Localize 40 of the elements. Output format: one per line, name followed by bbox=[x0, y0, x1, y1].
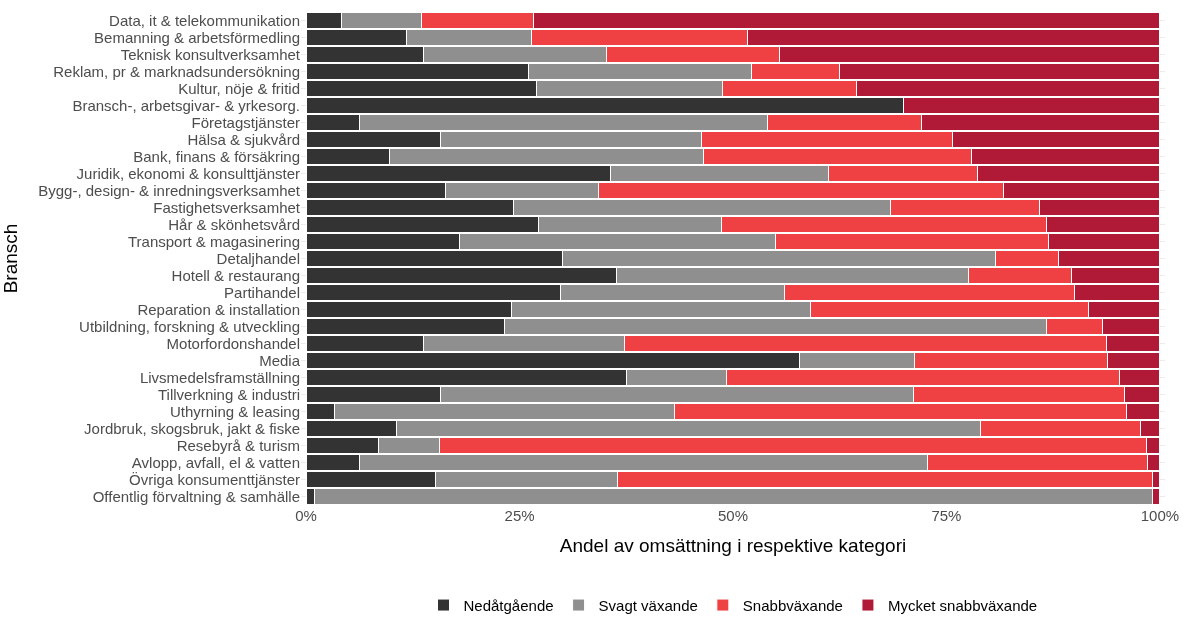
y-tick-label: Motorfordonshandel bbox=[166, 334, 300, 352]
x-tick-label: 0% bbox=[295, 507, 317, 524]
y-axis-title: Bransch bbox=[0, 223, 22, 294]
y-tick-label: Media bbox=[259, 351, 301, 369]
y-tick-label: Teknisk konsultverksamhet bbox=[120, 45, 301, 63]
y-tick-label: Tillverkning & industri bbox=[158, 385, 300, 403]
y-tick-label: Offentlig förvaltning & samhälle bbox=[92, 487, 300, 505]
y-tick-label: Övriga konsumenttjänster bbox=[129, 470, 300, 488]
y-tick-label: Bransch-, arbetsgivar- & yrkesorg. bbox=[72, 96, 300, 114]
legend-label: Snabbväxande bbox=[742, 596, 843, 614]
y-tick-label: Transport & magasinering bbox=[127, 232, 300, 250]
y-tick-label: Avlopp, avfall, el & vatten bbox=[131, 453, 300, 471]
y-tick-label: Livsmedelsframställning bbox=[139, 368, 300, 386]
x-tick-label: 100% bbox=[1140, 507, 1180, 524]
x-axis-title: Andel av omsättning i respektive kategori bbox=[559, 534, 907, 556]
y-tick-label: Resebyrå & turism bbox=[176, 436, 300, 454]
y-tick-label: Partihandel bbox=[224, 283, 300, 301]
x-tick-label: 25% bbox=[504, 507, 535, 524]
y-tick-label: Utbildning, forskning & utveckling bbox=[79, 317, 300, 335]
y-tick-label: Uthyrning & leasing bbox=[169, 402, 300, 420]
y-tick-label: Bygg-, design- & inredningsverksamhet bbox=[38, 181, 301, 199]
y-tick-label: Företagstjänster bbox=[191, 113, 300, 131]
y-tick-label: Data, it & telekommunikation bbox=[109, 11, 300, 29]
y-tick-label: Reparation & installation bbox=[137, 300, 300, 318]
x-tick-label: 75% bbox=[931, 507, 962, 524]
y-tick-label: Hår & skönhetsvård bbox=[168, 215, 300, 233]
y-tick-label: Bemanning & arbetsförmedling bbox=[94, 28, 300, 46]
y-tick-label: Reklam, pr & marknadsundersökning bbox=[53, 62, 300, 80]
y-tick-label: Jordbruk, skogsbruk, jakt & fiske bbox=[84, 419, 300, 437]
y-tick-label: Fastighetsverksamhet bbox=[153, 198, 301, 216]
x-tick-label: 50% bbox=[717, 507, 749, 524]
y-tick-label: Hälsa & sjukvård bbox=[187, 130, 300, 148]
y-tick-label: Hotell & restaurang bbox=[171, 266, 300, 284]
y-tick-label: Kultur, nöje & fritid bbox=[178, 79, 300, 97]
y-tick-label: Juridik, ekonomi & konsulttjänster bbox=[76, 164, 300, 182]
y-tick-label: Bank, finans & försäkring bbox=[133, 147, 300, 165]
legend-label: Mycket snabbväxande bbox=[887, 596, 1038, 614]
legend-label: Svagt växande bbox=[598, 596, 698, 614]
legend-label: Nedåtgående bbox=[463, 596, 554, 614]
y-tick-label: Detaljhandel bbox=[216, 249, 300, 267]
